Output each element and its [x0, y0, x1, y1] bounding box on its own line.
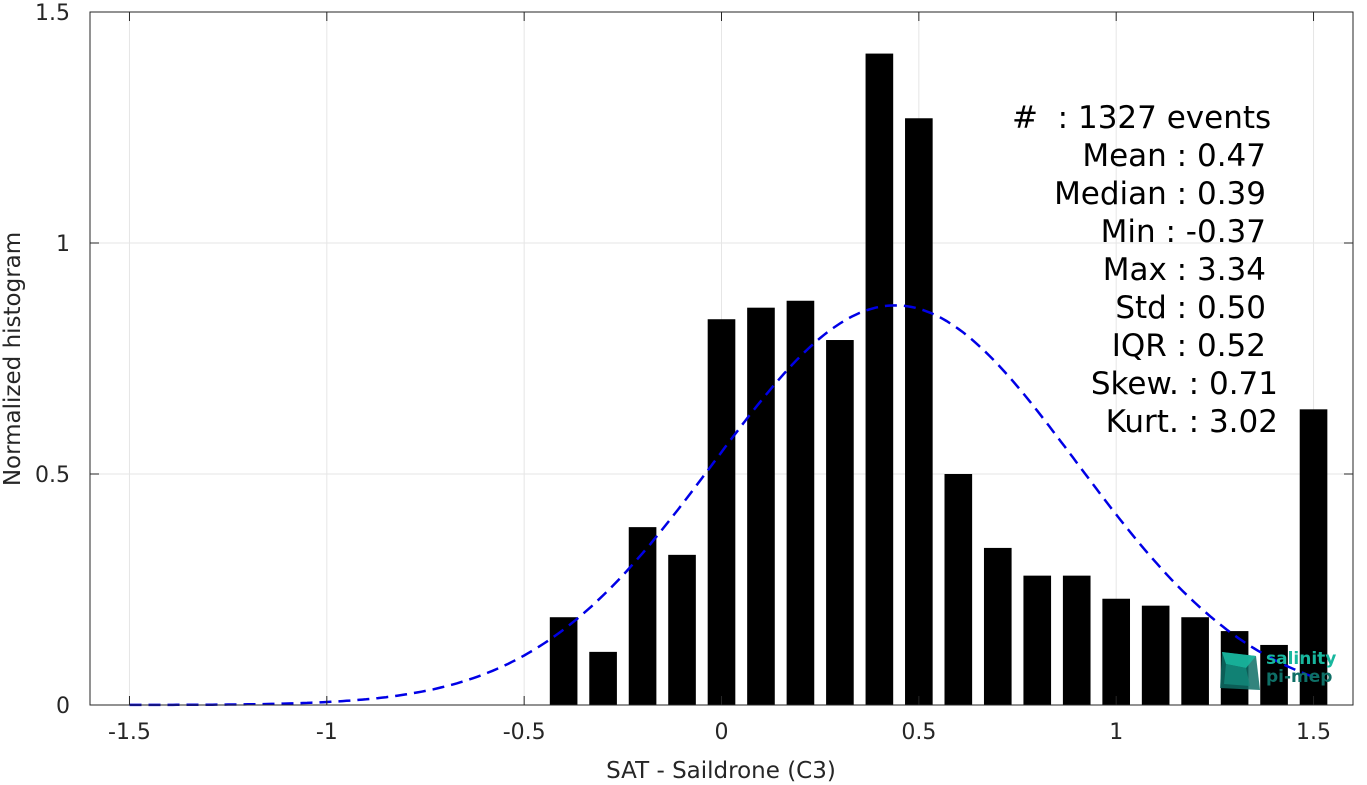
y-tick-label-2: 1	[56, 232, 70, 257]
stat-std: Std : 0.50	[1115, 290, 1266, 326]
histogram-bar-7	[826, 340, 854, 705]
histogram-bar-8	[865, 53, 894, 705]
x-axis-label: SAT - Saildrone (C3)	[606, 758, 836, 784]
x-axis-ticks: -1.5 -1 -0.5 0 0.5 1 1.5	[108, 12, 1331, 745]
stat-median: Median : 0.39	[1054, 176, 1266, 212]
histogram-bar-19	[1299, 409, 1328, 705]
stat-kurt: Kurt. : 3.02	[1105, 404, 1278, 440]
logo-text-salinity: salinity	[1266, 649, 1337, 669]
histogram-bar-13	[1062, 575, 1091, 705]
stat-max: Max : 3.34	[1102, 252, 1266, 288]
histogram-bar-11	[983, 547, 1012, 705]
x-tick-label-0: -1.5	[108, 720, 151, 745]
y-axis-label: Normalized histogram	[0, 232, 26, 486]
histogram-bar-15	[1141, 605, 1170, 705]
y-tick-label-0: 0	[56, 694, 70, 719]
logo-cube-icon	[1220, 652, 1260, 690]
x-tick-label-4: 0.5	[901, 720, 936, 745]
histogram-bar-18	[1260, 644, 1288, 705]
histogram-bar-10	[944, 474, 973, 705]
histogram-bar-6	[786, 300, 815, 705]
x-tick-label-5: 1	[1109, 720, 1123, 745]
stat-skew: Skew. : 0.71	[1090, 366, 1278, 402]
stat-mean: Mean : 0.47	[1082, 138, 1266, 174]
x-tick-label-2: -0.5	[503, 720, 546, 745]
stat-min: Min : -0.37	[1100, 214, 1266, 250]
bars	[129, 53, 1328, 707]
x-tick-label-3: 0	[715, 720, 729, 745]
salinity-pimep-logo: salinity pi-mep	[1216, 646, 1346, 694]
histogram-bar-16	[1181, 617, 1209, 705]
logo-text-pimep: pi-mep	[1266, 667, 1333, 687]
histogram-bar-5	[747, 307, 775, 705]
y-tick-label-1: 0.5	[35, 463, 70, 488]
histogram-bar-12	[1023, 575, 1052, 705]
histogram-bar-4	[707, 319, 736, 705]
x-tick-label-6: 1.5	[1296, 720, 1331, 745]
x-tick-label-1: -1	[316, 720, 338, 745]
stat-iqr: IQR : 0.52	[1111, 328, 1266, 364]
histogram-bar-0	[549, 617, 578, 705]
histogram-bar-1	[589, 651, 617, 705]
histogram-bar-3	[668, 554, 696, 705]
stat-events: # : 1327 events	[1012, 100, 1272, 136]
y-axis-ticks: 0 0.5 1 1.5	[35, 1, 1353, 719]
histogram-bar-9	[905, 118, 933, 705]
histogram-bar-2	[628, 527, 657, 705]
y-tick-label-3: 1.5	[35, 1, 70, 26]
histogram-bar-14	[1102, 598, 1131, 705]
